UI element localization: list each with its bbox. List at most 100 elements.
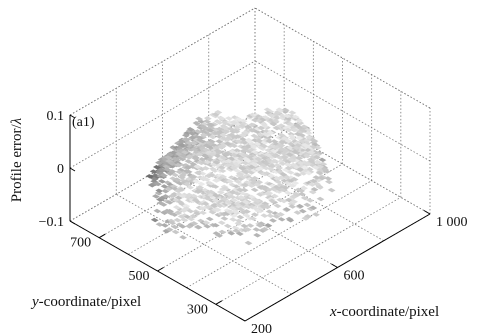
surface-cell [215, 126, 224, 132]
surface-cell [194, 189, 203, 194]
surface-cell [230, 135, 239, 140]
surface-cell [205, 216, 214, 222]
surface-cell [226, 179, 234, 184]
x-axis-label: x-coordinate/pixel [329, 304, 439, 320]
surface-cell [276, 143, 285, 148]
surface-cell [203, 119, 211, 124]
surface-cell [184, 165, 192, 170]
surface-cell [319, 161, 328, 167]
surface-cell [293, 123, 302, 128]
surface-cell [284, 162, 292, 167]
surface-cell [253, 233, 261, 238]
surface-cell [237, 195, 246, 200]
surface-cell [211, 223, 220, 228]
surface-cell [238, 166, 247, 171]
surface-cell [257, 145, 266, 151]
surface-cell [241, 146, 250, 151]
surface-cell [184, 159, 193, 164]
surface-cell [268, 163, 277, 169]
surface-cell [256, 134, 265, 140]
surface-cell [225, 116, 233, 121]
surface-cell [237, 207, 245, 212]
surface-cell [286, 145, 295, 151]
surface-cell [182, 179, 191, 184]
surface-cell [165, 227, 174, 232]
surface-cell [253, 129, 261, 134]
surface-cell [221, 201, 230, 207]
surface-cell [270, 158, 279, 164]
surface-cell [316, 196, 325, 202]
y-tick-label: 500 [129, 269, 150, 284]
surface-cell [196, 137, 204, 143]
surface-cell [201, 201, 210, 206]
surface-cell [210, 168, 219, 173]
surface-cell [194, 129, 202, 134]
surface-cell [277, 212, 285, 217]
surface-cell [240, 187, 249, 193]
surface-cell [234, 221, 243, 226]
surface-cell [257, 125, 266, 131]
surface-cell [253, 200, 261, 205]
surface-cell [251, 176, 260, 181]
surface-cell [214, 110, 223, 115]
surface-cell [202, 166, 210, 171]
surface-cell [284, 138, 292, 144]
surface-cell [269, 218, 277, 223]
surface-cell [247, 170, 255, 175]
surface-cell [212, 178, 220, 183]
surface-cell [219, 155, 228, 161]
surface-cell [215, 139, 224, 144]
x-tick-label: 600 [344, 269, 365, 284]
surface-cell [221, 186, 230, 191]
surface-cell [214, 130, 222, 136]
surface-cell [219, 132, 228, 138]
surface-cell [250, 168, 259, 173]
surface-cell [277, 175, 286, 180]
surface-cell [290, 127, 299, 133]
surface-cell [162, 194, 170, 199]
surface-cell [221, 196, 229, 202]
surface-cell [162, 229, 171, 234]
surface-cell [288, 183, 297, 188]
surface-cell [225, 209, 234, 215]
surface-cell [163, 167, 172, 172]
surface-cell [276, 108, 285, 113]
surface-cell [179, 235, 187, 240]
surface-cell [217, 116, 226, 121]
surface-cell [279, 151, 288, 156]
surface-cell [156, 197, 164, 202]
surface-cell [228, 162, 237, 167]
surface-cell [274, 189, 283, 194]
surface-cell [253, 182, 262, 187]
surface-cell [190, 147, 199, 152]
surface-cell [152, 174, 161, 180]
grid-line [69, 7, 256, 116]
surface-cell [246, 223, 255, 228]
surface-cell [172, 205, 181, 210]
y-axis-label-var: y [30, 294, 39, 310]
surface-cell [304, 214, 312, 219]
surface-cell [247, 183, 256, 188]
surface-cell [274, 179, 282, 184]
surface-cell [231, 225, 240, 231]
surface-cell [177, 139, 186, 144]
surface-cell [233, 191, 242, 196]
surface-cell [279, 113, 287, 119]
surface-cell [155, 222, 164, 227]
surface-cell [174, 162, 183, 168]
surface-cell [275, 165, 284, 170]
surface-cell [187, 222, 196, 227]
surface-cell [153, 181, 162, 187]
surface-cell [227, 126, 235, 132]
surface-cell [300, 195, 309, 201]
surface-cell [177, 187, 186, 192]
surface-cell [251, 212, 259, 217]
surface-cell [168, 169, 177, 174]
surface-cell [284, 166, 293, 171]
surface-cell [219, 212, 228, 217]
surface-cell [312, 175, 321, 180]
surface-cell [256, 192, 264, 197]
surface-cell [220, 141, 228, 147]
surface-cell [265, 139, 274, 144]
surface-cell [176, 181, 184, 186]
